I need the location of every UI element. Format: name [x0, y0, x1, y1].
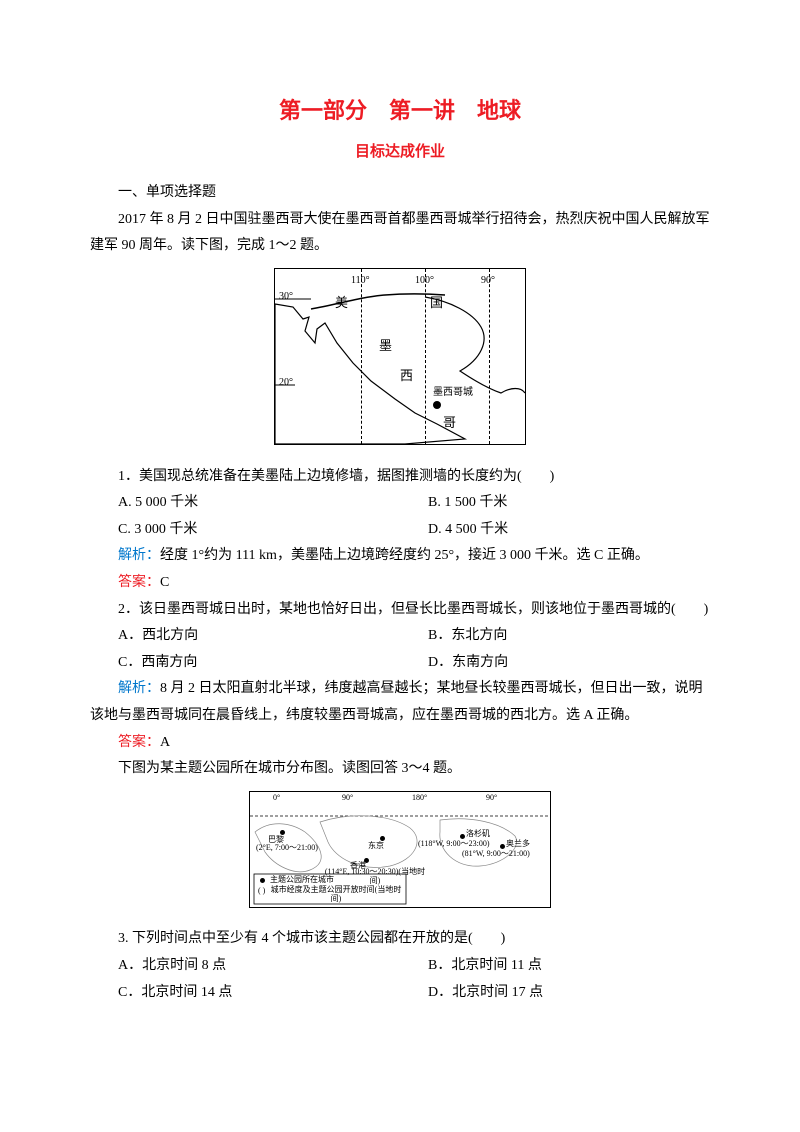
q2-options-row1: A．西北方向 B．东北方向: [90, 623, 710, 650]
q2-option-c: C．西南方向: [90, 650, 400, 677]
q3-stem: 3. 下列时间点中至少有 4 个城市该主题公园都在开放的是( ): [90, 926, 710, 953]
lat-label: 20°: [279, 373, 293, 392]
legend-dot-icon: [260, 878, 265, 883]
lat-label: 30°: [279, 287, 293, 306]
legend-text: 城市经度及主题公园开放时间(当地时间): [270, 886, 402, 904]
meridian-line: [489, 269, 490, 444]
section-heading: 一、单项选择题: [90, 180, 710, 207]
answer-label: 答案：: [118, 735, 160, 750]
q3-option-b: B．北京时间 11 点: [400, 953, 710, 980]
map-text: 国: [430, 291, 443, 316]
city-label: 洛杉矶: [466, 830, 490, 839]
q1-option-b: B. 1 500 千米: [400, 490, 710, 517]
figure-1-wrap: 110° 100° 90° 30° 20° 美 国 墨 西 哥 墨西哥城: [90, 268, 710, 456]
figure-2-wrap: 0° 90° 180° 90° 巴黎 (2°E, 7:00～21:00) 东京 …: [90, 791, 710, 919]
q1-stem: 1．美国现总统准备在美墨陆上边境修墙，据图推测墙的长度约为( ): [90, 464, 710, 491]
q3-option-a: A．北京时间 8 点: [90, 953, 400, 980]
legend-text: 主题公园所在城市: [270, 876, 334, 885]
q2-option-a: A．西北方向: [90, 623, 400, 650]
lon-label: 0°: [273, 794, 280, 803]
world-map: 0° 90° 180° 90° 巴黎 (2°E, 7:00～21:00) 东京 …: [249, 791, 551, 908]
q2-option-b: B．东北方向: [400, 623, 710, 650]
q2-analysis: 解析：8 月 2 日太阳直射北半球，纬度越高昼越长；某地昼长较墨西哥城长，但日出…: [90, 676, 710, 729]
document-page: 第一部分 第一讲 地球 目标达成作业 一、单项选择题 2017 年 8 月 2 …: [0, 0, 800, 1046]
meridian-line: [361, 269, 362, 444]
passage-2: 下图为某主题公园所在城市分布图。读图回答 3～4 题。: [90, 756, 710, 783]
q1-option-c: C. 3 000 千米: [90, 517, 400, 544]
meridian-line: [425, 269, 426, 444]
q3-options-row2: C．北京时间 14 点 D．北京时间 17 点: [90, 980, 710, 1007]
answer-text: C: [160, 575, 169, 590]
analysis-label: 解析：: [118, 548, 160, 563]
city-sublabel: (114°E, 10:30～20:30)(当地时间): [320, 868, 430, 886]
lon-label: 90°: [486, 794, 497, 803]
lon-label: 90°: [481, 271, 495, 290]
main-title: 第一部分 第一讲 地球: [90, 90, 710, 132]
lon-label: 180°: [412, 794, 427, 803]
answer-text: A: [160, 735, 170, 750]
q3-option-c: C．北京时间 14 点: [90, 980, 400, 1007]
city-sublabel: (118°W, 9:00～23:00): [418, 840, 490, 849]
q3-options-row1: A．北京时间 8 点 B．北京时间 11 点: [90, 953, 710, 980]
sub-title: 目标达成作业: [90, 138, 710, 167]
map-text: 哥: [443, 411, 456, 436]
q1-option-d: D. 4 500 千米: [400, 517, 710, 544]
lon-label: 90°: [342, 794, 353, 803]
legend-paren-icon: ( ): [258, 887, 265, 896]
map-text: 美: [335, 291, 348, 316]
q1-options-row2: C. 3 000 千米 D. 4 500 千米: [90, 517, 710, 544]
analysis-label: 解析：: [118, 681, 160, 696]
q2-stem: 2．该日墨西哥城日出时，某地也恰好日出，但昼长比墨西哥城长，则该地位于墨西哥城的…: [90, 597, 710, 624]
city-label: 奥兰多: [506, 840, 530, 849]
q2-answer: 答案：A: [90, 730, 710, 757]
answer-label: 答案：: [118, 575, 160, 590]
q2-options-row2: C．西南方向 D．东南方向: [90, 650, 710, 677]
q1-analysis: 解析：经度 1°约为 111 km，美墨陆上边境跨经度约 25°，接近 3 00…: [90, 543, 710, 570]
q1-answer: 答案：C: [90, 570, 710, 597]
q1-option-a: A. 5 000 千米: [90, 490, 400, 517]
city-sublabel: (81°W, 9:00～21:00): [462, 850, 530, 859]
city-label: 墨西哥城: [433, 383, 473, 402]
analysis-text: 8 月 2 日太阳直射北半球，纬度越高昼越长；某地昼长较墨西哥城长，但日出一致，…: [90, 681, 703, 723]
passage-1: 2017 年 8 月 2 日中国驻墨西哥大使在墨西哥首都墨西哥城举行招待会，热烈…: [90, 207, 710, 260]
q2-option-d: D．东南方向: [400, 650, 710, 677]
q1-options-row1: A. 5 000 千米 B. 1 500 千米: [90, 490, 710, 517]
lon-label: 100°: [415, 271, 434, 290]
analysis-text: 经度 1°约为 111 km，美墨陆上边境跨经度约 25°，接近 3 000 千…: [160, 548, 649, 563]
map-mexico: 110° 100° 90° 30° 20° 美 国 墨 西 哥 墨西哥城: [274, 268, 526, 445]
map-text: 西: [400, 364, 413, 389]
city-sublabel: (2°E, 7:00～21:00): [256, 844, 318, 853]
lon-label: 110°: [351, 271, 370, 290]
map-mexico-svg: [275, 269, 525, 444]
map-text: 墨: [379, 334, 392, 359]
q3-option-d: D．北京时间 17 点: [400, 980, 710, 1007]
city-label: 东京: [368, 842, 384, 851]
